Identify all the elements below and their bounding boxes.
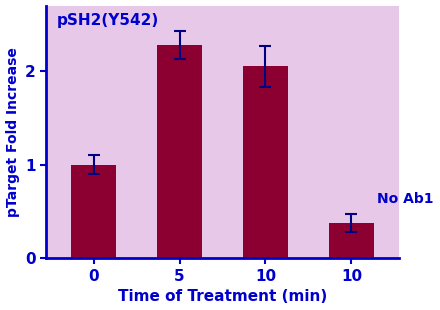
Bar (329, 223, 374, 259)
X-axis label: Time of Treatment (min): Time of Treatment (min) (118, 290, 327, 304)
Text: pSH2(Y542): pSH2(Y542) (57, 13, 159, 28)
Bar (157, 45, 202, 259)
Bar (71, 165, 116, 259)
Y-axis label: pTarget Fold Increase: pTarget Fold Increase (6, 47, 19, 217)
Bar (243, 66, 288, 259)
Text: No Ab1: No Ab1 (377, 192, 434, 206)
